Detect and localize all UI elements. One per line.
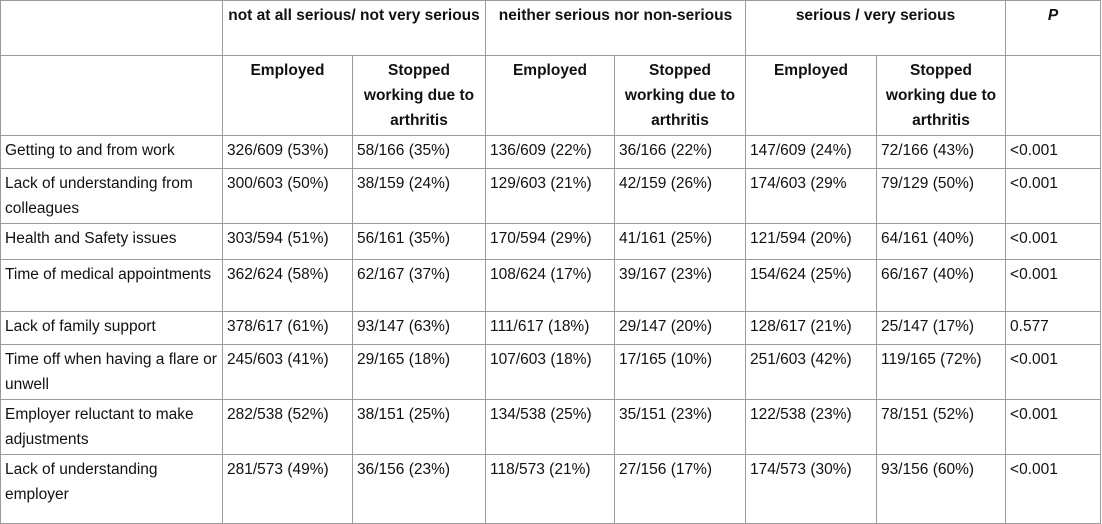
group-header: neither serious nor non-serious [485,0,746,56]
row-label: Lack of family support [0,311,223,345]
data-cell: 56/161 (35%) [352,223,486,260]
empty-header-cell [0,55,223,136]
data-cell: 378/617 (61%) [222,311,353,345]
data-cell: 36/156 (23%) [352,454,486,524]
data-cell: 107/603 (18%) [485,344,615,400]
sub-header: Employed [485,55,615,136]
group-header: serious / very serious [744,0,1007,56]
data-cell: 64/161 (40%) [875,223,1007,260]
table-row: Lack of understanding from colleagues 300… [0,168,1102,224]
data-cell: <0.001 [1005,168,1102,224]
data-cell: 129/603 (21%) [485,168,615,224]
table-row: Time off when having a flare or unwell 24… [0,344,1102,400]
data-cell: 78/151 (52%) [875,399,1007,455]
data-cell: 35/151 (23%) [614,399,746,455]
data-cell: 29/147 (20%) [614,311,746,345]
row-label: Lack of understanding employer [0,454,223,524]
data-cell: 170/594 (29%) [485,223,615,260]
empty-header-cell [0,0,223,56]
row-label: Time off when having a flare or unwell [0,344,223,400]
data-cell: <0.001 [1005,344,1102,400]
sub-header: Stopped working due to arthritis [352,55,486,136]
row-label: Health and Safety issues [0,223,223,260]
data-cell: 25/147 (17%) [875,311,1007,345]
data-cell: 326/609 (53%) [222,135,353,169]
data-cell: <0.001 [1005,135,1102,169]
data-cell: 147/609 (24%) [745,135,877,169]
data-cell: 17/165 (10%) [614,344,746,400]
data-cell: 122/538 (23%) [745,399,877,455]
data-cell: 251/603 (42%) [745,344,877,400]
data-cell: 39/167 (23%) [614,259,746,312]
data-cell: 121/594 (20%) [745,223,877,260]
data-cell: 119/165 (72%) [875,344,1007,400]
data-cell: 42/159 (26%) [614,168,746,224]
group-header: P [1005,0,1102,56]
row-label: Time of medical appointments [0,259,223,312]
data-cell: 0.577 [1005,311,1102,345]
data-cell: 62/167 (37%) [352,259,486,312]
data-cell: 300/603 (50%) [222,168,353,224]
data-cell: 154/624 (25%) [745,259,877,312]
data-cell: 111/617 (18%) [485,311,615,345]
data-cell: 281/573 (49%) [222,454,353,524]
table-row: Employer reluctant to make adjustments 28… [0,399,1102,455]
data-cell: 38/159 (24%) [352,168,486,224]
data-cell: 27/156 (17%) [614,454,746,524]
data-cell: 58/166 (35%) [352,135,486,169]
table-row: Time of medical appointments 362/624 (58%… [0,259,1102,312]
table-row: Getting to and from work 326/609 (53%) 58/… [0,135,1102,169]
table-row: Lack of family support 378/617 (61%) 93/14… [0,311,1102,345]
sub-header: Employed [222,55,353,136]
data-cell: 41/161 (25%) [614,223,746,260]
table-row: Lack of understanding employer 281/573 (4… [0,454,1102,524]
data-cell: <0.001 [1005,223,1102,260]
data-cell: 118/573 (21%) [485,454,615,524]
data-cell: 174/573 (30%) [745,454,877,524]
data-cell: <0.001 [1005,454,1102,524]
data-cell: 93/156 (60%) [875,454,1007,524]
data-cell: 174/603 (29% [745,168,877,224]
group-header: not at all serious/ not very serious [222,0,486,56]
data-cell: 93/147 (63%) [352,311,486,345]
sub-header: Employed [745,55,877,136]
table-row: Health and Safety issues 303/594 (51%) 56/… [0,223,1102,260]
data-cell: 36/166 (22%) [614,135,746,169]
data-cell: 134/538 (25%) [485,399,615,455]
table-row: not at all serious/ not very serious neit… [0,0,1102,56]
row-label: Getting to and from work [0,135,223,169]
row-label: Lack of understanding from colleagues [0,168,223,224]
data-cell: 38/151 (25%) [352,399,486,455]
data-cell: 108/624 (17%) [485,259,615,312]
sub-header: Stopped working due to arthritis [614,55,746,136]
data-cell: 29/165 (18%) [352,344,486,400]
data-cell: 245/603 (41%) [222,344,353,400]
table-row: Employed Stopped working due to arthritis… [0,55,1102,136]
data-cell: 282/538 (52%) [222,399,353,455]
data-cell: 136/609 (22%) [485,135,615,169]
data-cell: <0.001 [1005,399,1102,455]
data-cell: <0.001 [1005,259,1102,312]
data-cell: 66/167 (40%) [875,259,1007,312]
data-cell: 362/624 (58%) [222,259,353,312]
data-cell: 72/166 (43%) [875,135,1007,169]
empty-header-cell [1005,55,1102,136]
data-cell: 303/594 (51%) [222,223,353,260]
data-cell: 128/617 (21%) [745,311,877,345]
row-label: Employer reluctant to make adjustments [0,399,223,455]
data-cell: 79/129 (50%) [875,168,1007,224]
sub-header: Stopped working due to arthritis [875,55,1007,136]
